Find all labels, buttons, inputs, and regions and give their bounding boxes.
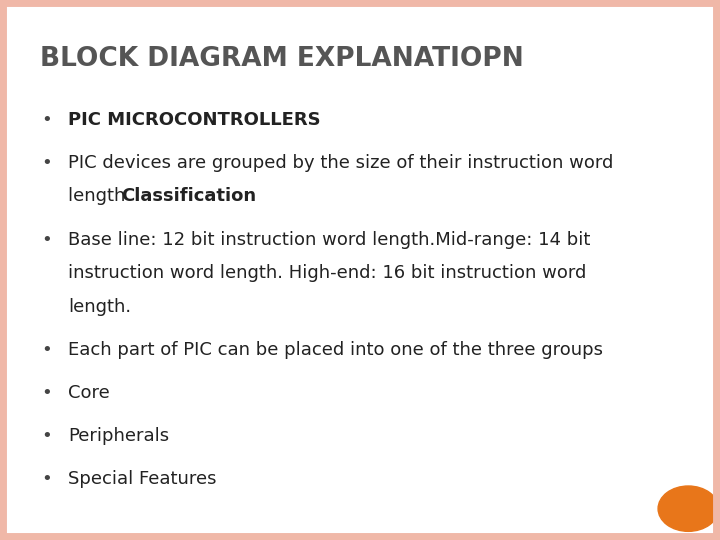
Text: Base line: 12 bit instruction word length.Mid-range: 14 bit: Base line: 12 bit instruction word lengt… — [68, 231, 591, 248]
Text: •: • — [42, 384, 52, 402]
Text: •: • — [42, 231, 52, 248]
Text: PIC devices are grouped by the size of their instruction word: PIC devices are grouped by the size of t… — [68, 154, 613, 172]
Text: Each part of PIC can be placed into one of the three groups: Each part of PIC can be placed into one … — [68, 341, 603, 359]
Text: •: • — [42, 427, 52, 445]
Text: •: • — [42, 111, 52, 129]
Text: length: length — [68, 187, 132, 205]
Text: Classification: Classification — [121, 187, 256, 205]
Text: Core: Core — [68, 384, 110, 402]
Text: •: • — [42, 470, 52, 488]
Text: BLOCK DIAGRAM EXPLANATIOPN: BLOCK DIAGRAM EXPLANATIOPN — [40, 46, 523, 72]
Text: •: • — [42, 154, 52, 172]
Text: Special Features: Special Features — [68, 470, 217, 488]
Text: •: • — [42, 341, 52, 359]
Text: length.: length. — [68, 298, 132, 315]
Text: PIC MICROCONTROLLERS: PIC MICROCONTROLLERS — [68, 111, 321, 129]
Text: Peripherals: Peripherals — [68, 427, 169, 445]
Text: instruction word length. High-end: 16 bit instruction word: instruction word length. High-end: 16 bi… — [68, 264, 587, 282]
Circle shape — [658, 486, 719, 531]
